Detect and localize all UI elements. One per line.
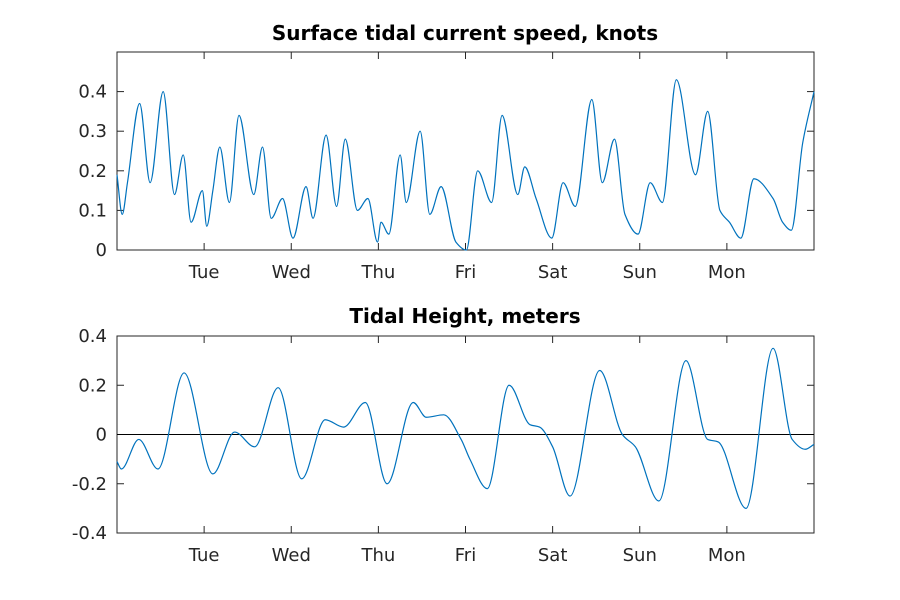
current-speed-x-tick-label: Tue bbox=[188, 262, 220, 283]
current-speed-x-axis: Tue Wed Thu Fri Sat Sun Mon bbox=[188, 52, 746, 283]
tidal-height-panel: Tidal Height, meters Tue Wed Thu Fri Sat Sun M… bbox=[72, 304, 815, 566]
current-speed-y-axis: 0 0.1 0.2 0.3 0.4 bbox=[78, 82, 814, 261]
tidal-height-series-line bbox=[116, 347, 815, 509]
tidal-height-y-tick-label: 0.2 bbox=[78, 375, 107, 396]
current-speed-x-tick-label: Fri bbox=[455, 262, 476, 283]
current-speed-y-tick-label: 0.2 bbox=[78, 161, 107, 182]
current-speed-panel: Surface tidal current speed, knots Tue We… bbox=[78, 21, 815, 283]
tidal-height-y-tick-label: -0.2 bbox=[72, 474, 107, 495]
tidal-height-x-tick-label: Fri bbox=[455, 545, 476, 566]
tidal-height-x-tick-label: Sun bbox=[623, 545, 657, 566]
tidal-height-y-tick-label: -0.4 bbox=[72, 523, 107, 544]
current-speed-x-tick-label: Wed bbox=[272, 262, 311, 283]
current-speed-x-tick-label: Thu bbox=[360, 262, 395, 283]
tidal-height-x-tick-label: Wed bbox=[272, 545, 311, 566]
tidal-height-chart-title: Tidal Height, meters bbox=[349, 304, 580, 328]
tidal-height-x-tick-label: Sat bbox=[538, 545, 568, 566]
tidal-height-series-layer bbox=[116, 347, 815, 509]
current-speed-y-tick-label: 0.1 bbox=[78, 200, 107, 221]
current-speed-series-line bbox=[116, 79, 815, 251]
tidal-height-y-tick-label: 0.4 bbox=[78, 326, 107, 347]
tidal-height-x-axis: Tue Wed Thu Fri Sat Sun Mon bbox=[188, 336, 746, 566]
current-speed-x-tick-label: Sat bbox=[538, 262, 568, 283]
current-speed-y-tick-label: 0 bbox=[96, 240, 107, 261]
tidal-height-x-tick-label: Mon bbox=[708, 545, 746, 566]
current-speed-y-tick-label: 0.3 bbox=[78, 121, 107, 142]
tidal-height-x-tick-label: Tue bbox=[188, 545, 220, 566]
tidal-height-x-tick-label: Thu bbox=[360, 545, 395, 566]
current-speed-plot-area bbox=[116, 51, 815, 251]
current-speed-chart-title: Surface tidal current speed, knots bbox=[272, 21, 658, 45]
current-speed-x-tick-label: Mon bbox=[708, 262, 746, 283]
current-speed-y-tick-label: 0.4 bbox=[78, 82, 107, 103]
tidal-height-y-tick-label: 0 bbox=[96, 425, 107, 446]
current-speed-series-layer bbox=[116, 79, 815, 251]
tidal-height-y-axis: -0.4 -0.2 0 0.2 0.4 bbox=[72, 326, 814, 544]
current-speed-x-tick-label: Sun bbox=[623, 262, 657, 283]
